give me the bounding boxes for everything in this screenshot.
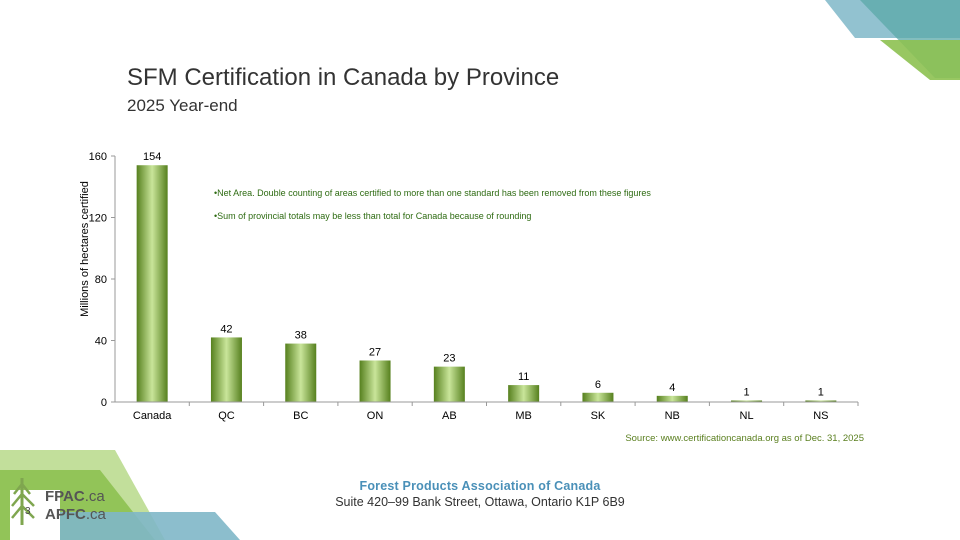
y-axis-label: Millions of hectares certified	[79, 181, 91, 317]
category-label-mb: MB	[515, 410, 532, 422]
bar-nl	[731, 400, 763, 402]
logo-fr-tld: .ca	[85, 506, 106, 523]
logo-tree-branch-low	[11, 504, 35, 519]
logo-fr-name: APFC	[45, 506, 86, 523]
page-number: 3	[25, 506, 31, 517]
chart-note-rounding: •Sum of provincial totals may be less th…	[214, 211, 531, 221]
bar-ab	[433, 366, 465, 402]
footer-address: Suite 420–99 Bank Street, Ottawa, Ontari…	[335, 495, 625, 509]
bar-sk	[582, 392, 614, 402]
y-tick-label: 80	[95, 274, 107, 286]
data-label-nl: 1	[743, 386, 749, 398]
top-right-green-band	[880, 40, 960, 80]
category-label-nl: NL	[740, 410, 754, 422]
data-label-canada: 154	[143, 151, 161, 163]
logo-tree-branch-top	[13, 481, 31, 495]
bar-nb	[656, 395, 688, 402]
category-label-ab: AB	[442, 410, 457, 422]
logo-en-name: FPAC	[45, 488, 85, 505]
data-label-bc: 38	[295, 330, 307, 342]
data-label-ab: 23	[443, 353, 455, 365]
y-tick-label: 120	[89, 213, 107, 225]
logo-text-en: FPAC.ca	[45, 488, 105, 505]
category-label-sk: SK	[591, 410, 606, 422]
category-label-nb: NB	[665, 410, 680, 422]
bar-ns	[805, 400, 837, 402]
data-label-mb: 11	[518, 371, 529, 383]
bar-bc	[285, 343, 317, 402]
slide-subtitle: 2025 Year-end	[127, 96, 238, 115]
category-label-on: ON	[367, 410, 384, 422]
source-note: Source: www.certificationcanada.org as o…	[625, 433, 864, 444]
bar-qc	[210, 337, 242, 402]
logo-text-fr: APFC.ca	[45, 506, 106, 523]
slide-title: SFM Certification in Canada by Province	[127, 64, 560, 91]
data-label-ns: 1	[818, 386, 824, 398]
bar-canada	[136, 165, 168, 402]
data-label-nb: 4	[669, 382, 675, 394]
y-tick-label: 160	[89, 151, 107, 163]
bar-mb	[508, 385, 540, 402]
category-label-canada: Canada	[133, 410, 172, 422]
y-tick-label: 40	[95, 336, 107, 348]
data-label-qc: 42	[220, 323, 232, 335]
y-tick-label: 0	[101, 397, 107, 409]
chart-note-net-area: •Net Area. Double counting of areas cert…	[214, 188, 651, 198]
category-label-ns: NS	[813, 410, 828, 422]
category-label-qc: QC	[218, 410, 235, 422]
category-label-bc: BC	[293, 410, 308, 422]
logo-tree-branch-mid	[11, 492, 35, 507]
bottom-left-teal-band	[60, 512, 240, 540]
bar-on	[359, 360, 391, 402]
data-label-sk: 6	[595, 379, 601, 391]
data-label-on: 27	[369, 346, 381, 358]
footer-org-name: Forest Products Association of Canada	[359, 479, 601, 493]
logo-en-tld: .ca	[84, 488, 105, 505]
